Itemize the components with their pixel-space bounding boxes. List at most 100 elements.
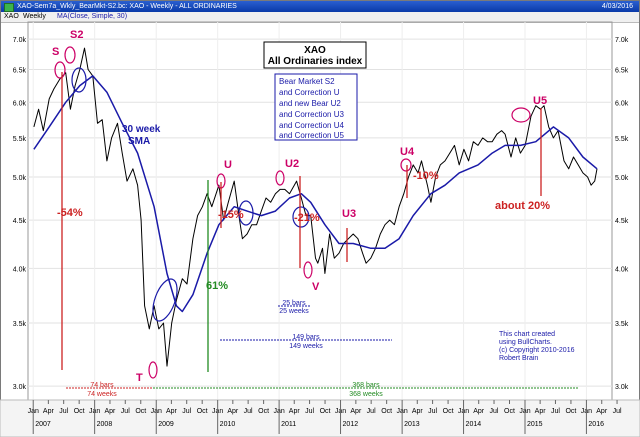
x-year-label: 2011 [281,421,296,428]
x-month-label: Jul [121,408,130,415]
x-month-label: Apr [289,408,301,415]
x-month-label: Oct [74,408,85,415]
sma-series-line [33,75,598,313]
label-V: V [312,281,320,293]
y-tick-label-left: 4.5k [13,218,27,225]
x-axis-band [0,399,640,437]
y-tick-label-right: 5.5k [615,136,629,143]
y-tick-label-left: 3.5k [13,321,27,328]
sma-ellipses [71,67,310,322]
y-axis-left: 3.0k 3.5k 4.0k 4.5k 5.0k 5.5k 6.0k 6.5k 7.0k [13,37,27,391]
x-year-label: 2013 [404,421,420,428]
ellipse-S [54,61,66,79]
y-tick-label-right: 3.0k [615,384,629,391]
y-tick-label-right: 7.0k [615,37,629,44]
ellipse-sma-bottom [152,278,178,322]
info-line-3: and new Bear U2 [279,99,341,108]
label-S2: S2 [70,29,83,41]
y-tick-label-right: 6.5k [615,68,629,75]
x-month-label: Apr [105,408,117,415]
y-tick-label-left: 6.5k [13,68,27,75]
credit-2: using BullCharts. [499,339,552,346]
x-month-label: Jul [59,408,68,415]
info-line-6: and Correction U5 [279,131,344,140]
window-date: 4/03/2016 [601,3,633,10]
bars-149: 149 bars [292,334,320,341]
pct-10: -10% [413,170,439,182]
bullcharts-app-icon [4,3,14,12]
x-month-label: Oct [565,408,576,415]
x-year-label: 2014 [466,421,482,428]
x-month-label: Oct [197,408,208,415]
y-tick-label-left: 5.0k [13,175,27,182]
title-bar[interactable]: XAO-Sem7a_Wkly_BearMkt-S2.bc: XAO - Week… [1,1,639,12]
info-line-4: and Correction U3 [279,110,344,119]
chart-title: XAO [304,45,326,56]
label-U5: U5 [533,95,547,107]
x-month-label: Jul [551,408,560,415]
ellipse-S2 [64,46,76,64]
y-tick-label-left: 3.0k [13,384,27,391]
credit-3: (c) Copyright 2010-2016 [499,347,575,354]
ellipse-sma-2010 [238,200,254,226]
pct-21: -21% [294,212,320,224]
x-month-label: Oct [443,408,454,415]
bars-25: 25 bars [282,300,306,307]
y-tick-label-right: 6.0k [615,100,629,107]
bars-368: 368 bars [352,382,380,389]
label-S: S [52,46,59,58]
label-U4: U4 [400,146,415,158]
x-month-label: Oct [135,408,146,415]
y-tick-label-right: 3.5k [615,321,629,328]
x-month-label: Jul [182,408,191,415]
peak-ellipses [54,46,531,379]
x-month-label: Jul [305,408,314,415]
indicator-label: MA(Close, Simple, 30) [57,13,128,20]
credit-4: Robert Brain [499,355,538,362]
ellipse-U4 [400,158,412,172]
x-month-label: Apr [43,408,55,415]
credit-1: This chart created [499,331,555,338]
x-month-label: Apr [535,408,547,415]
x-month-label: Oct [504,408,515,415]
window-title: XAO-Sem7a_Wkly_BearMkt-S2.bc: XAO - Week… [17,3,237,10]
x-month-label: Apr [596,408,608,415]
x-year-label: 2015 [527,421,543,428]
y-tick-label-left: 4.0k [13,266,27,273]
info-line-2: and Correction U [279,88,340,97]
x-month-label: Jul [428,408,437,415]
x-month-label: Apr [227,408,239,415]
y-tick-label-left: 6.0k [13,100,27,107]
y-tick-label-right: 5.0k [615,175,629,182]
y-tick-label-right: 4.0k [615,266,629,273]
info-line-1: Bear Market S2 [279,77,335,86]
y-tick-label-left: 5.5k [13,136,27,143]
chart-title-box: XAO All Ordinaries index [263,41,367,69]
credit-text: This chart created using BullCharts. (c)… [499,331,575,362]
series-layer [33,47,598,367]
gridlines [28,22,612,400]
pct-15: -15% [218,209,244,221]
info-box: Bear Market S2 and Correction U and new … [274,73,358,141]
label-U: U [224,159,232,171]
pct-61: 61% [206,280,228,292]
x-month-label: Apr [350,408,362,415]
x-month-label: Jul [244,408,253,415]
x-month-label: Oct [320,408,331,415]
label-T: T [136,372,143,384]
price-series-line [33,47,598,367]
sma-label-2: SMA [128,136,150,147]
x-year-label: 2009 [158,421,174,428]
symbol-label: XAO [4,13,19,20]
pct-20: about 20% [495,200,550,212]
bars-74: 74 bars [90,382,114,389]
ellipse-V [303,261,313,279]
measure-lines [61,72,542,372]
ellipse-U5 [511,107,531,123]
x-year-label: 2008 [97,421,113,428]
ellipse-sma-2011 [292,206,310,228]
chart-subtitle: All Ordinaries index [268,56,363,67]
y-axis-right: 3.0k 3.5k 4.0k 4.5k 5.0k 5.5k 6.0k 6.5k 7.0k [615,37,629,391]
